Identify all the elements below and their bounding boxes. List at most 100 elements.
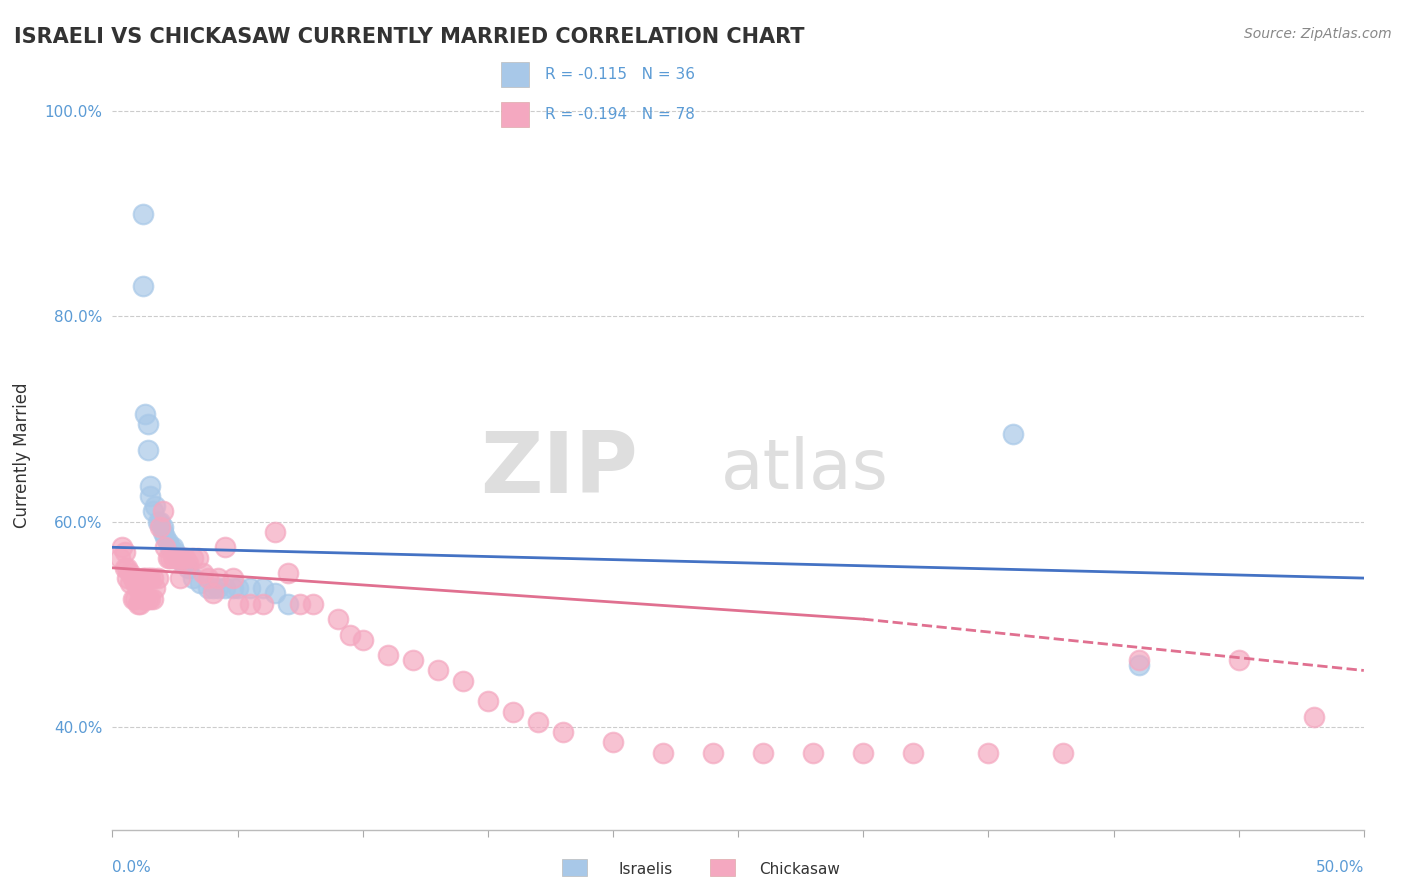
Point — [136, 591, 159, 606]
Text: Chickasaw: Chickasaw — [759, 863, 841, 877]
Point — [502, 705, 524, 719]
Point — [141, 504, 163, 518]
Point — [143, 582, 166, 596]
Point — [166, 550, 188, 565]
Point — [207, 582, 229, 596]
Point — [108, 550, 131, 565]
Point — [117, 571, 139, 585]
Point — [121, 571, 143, 585]
Point — [121, 591, 143, 606]
Point — [172, 550, 194, 565]
Point — [277, 597, 299, 611]
Point — [252, 597, 274, 611]
Point — [201, 582, 224, 596]
Point — [152, 520, 174, 534]
Point — [136, 417, 159, 431]
Point — [139, 479, 162, 493]
Point — [226, 597, 249, 611]
Point — [172, 556, 194, 570]
Text: R = -0.115   N = 36: R = -0.115 N = 36 — [544, 67, 695, 82]
Point — [129, 586, 152, 600]
Point — [852, 746, 875, 760]
Point — [702, 746, 724, 760]
Point — [131, 207, 153, 221]
Point — [652, 746, 675, 760]
Point — [131, 591, 153, 606]
Text: 50.0%: 50.0% — [1316, 860, 1364, 875]
Point — [114, 561, 136, 575]
Point — [752, 746, 775, 760]
Text: ZIP: ZIP — [481, 428, 638, 511]
Point — [239, 582, 262, 596]
Point — [139, 591, 162, 606]
Point — [290, 597, 312, 611]
Point — [1227, 653, 1250, 667]
Point — [131, 278, 153, 293]
Point — [551, 725, 574, 739]
Text: atlas: atlas — [720, 436, 889, 503]
Point — [124, 576, 146, 591]
Point — [143, 500, 166, 514]
Point — [188, 576, 211, 591]
FancyBboxPatch shape — [710, 858, 734, 876]
Point — [146, 571, 169, 585]
Text: Israelis: Israelis — [619, 863, 673, 877]
Point — [136, 571, 159, 585]
Point — [207, 571, 229, 585]
Point — [152, 504, 174, 518]
Point — [118, 566, 141, 580]
Point — [264, 586, 287, 600]
Point — [159, 550, 181, 565]
Point — [166, 550, 188, 565]
Point — [977, 746, 1000, 760]
Point — [162, 541, 184, 555]
Text: ISRAELI VS CHICKASAW CURRENTLY MARRIED CORRELATION CHART: ISRAELI VS CHICKASAW CURRENTLY MARRIED C… — [14, 27, 804, 46]
Point — [176, 561, 198, 575]
Point — [134, 591, 156, 606]
FancyBboxPatch shape — [502, 102, 529, 128]
Point — [197, 582, 219, 596]
Point — [159, 541, 181, 555]
Point — [197, 571, 219, 585]
Point — [326, 612, 349, 626]
Point — [131, 571, 153, 585]
Point — [1002, 427, 1025, 442]
Y-axis label: Currently Married: Currently Married — [13, 382, 31, 528]
Point — [339, 627, 361, 641]
Point — [214, 582, 236, 596]
Point — [127, 597, 149, 611]
Point — [426, 664, 449, 678]
Point — [191, 566, 214, 580]
Point — [146, 515, 169, 529]
Point — [163, 550, 186, 565]
Point — [221, 571, 243, 585]
Point — [252, 582, 274, 596]
FancyBboxPatch shape — [502, 62, 529, 87]
Point — [111, 541, 134, 555]
Point — [156, 535, 179, 549]
Point — [129, 597, 152, 611]
Text: Source: ZipAtlas.com: Source: ZipAtlas.com — [1244, 27, 1392, 41]
Point — [187, 550, 209, 565]
Point — [352, 632, 374, 647]
Point — [377, 648, 399, 662]
Point — [451, 673, 474, 688]
Point — [163, 545, 186, 559]
Point — [277, 566, 299, 580]
Text: R = -0.194   N = 78: R = -0.194 N = 78 — [544, 107, 695, 121]
Point — [118, 576, 141, 591]
Point — [139, 571, 162, 585]
Point — [127, 582, 149, 596]
Point — [149, 515, 172, 529]
Point — [801, 746, 824, 760]
Point — [402, 653, 425, 667]
Point — [264, 524, 287, 539]
Point — [141, 571, 163, 585]
Point — [239, 597, 262, 611]
Point — [527, 714, 550, 729]
Point — [169, 571, 191, 585]
Point — [152, 524, 174, 539]
Point — [153, 541, 176, 555]
Point — [124, 591, 146, 606]
Point — [903, 746, 925, 760]
